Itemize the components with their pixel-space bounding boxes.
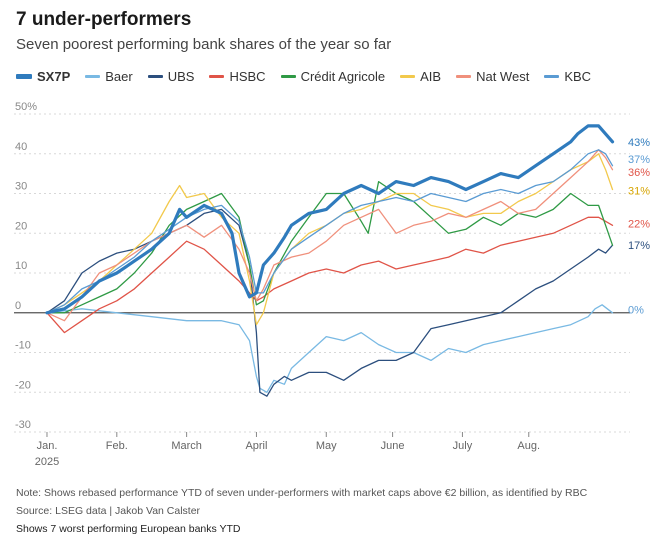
legend-item-aib: AIB <box>400 69 441 84</box>
legend-swatch <box>400 75 416 78</box>
legend-item-ubs: UBS <box>147 69 195 84</box>
y-tick-label: -10 <box>15 340 31 352</box>
x-tick-label: May <box>316 440 337 452</box>
legend-item-hsbc: HSBC <box>209 69 266 84</box>
series-line-hsbc <box>46 216 614 334</box>
x-tick-label: June <box>381 440 405 452</box>
legend-label: Baer <box>105 69 133 84</box>
legend-item-nat-west: Nat West <box>456 69 529 84</box>
legend-swatch <box>16 74 32 79</box>
legend-label: KBC <box>564 69 592 84</box>
legend-swatch <box>544 75 560 78</box>
end-value-label: 36% <box>628 167 650 179</box>
end-value-label: 43% <box>628 137 650 149</box>
legend-label: AIB <box>420 69 442 84</box>
x-tick-sublabel: 2025 <box>35 456 59 468</box>
legend: SX7P Baer UBS HSBC Crédit Agricole AIB Nat Wes… <box>16 69 606 84</box>
line-chart: 50% 40 30 20 10 0 -10 -20 -30 Jan. 2025 Feb. March Ap… <box>14 101 650 468</box>
y-tick-label: 30 <box>15 181 27 193</box>
x-tick-label: Jan. <box>37 440 58 452</box>
legend-item-kbc: KBC <box>544 69 591 84</box>
end-value-label: 0% <box>628 305 644 317</box>
legend-swatch <box>85 75 101 78</box>
series-line-sx7p <box>45 124 615 315</box>
legend-label: HSBC <box>229 69 266 84</box>
legend-swatch <box>456 75 472 78</box>
caption: Shows 7 worst performing European banks … <box>16 523 241 535</box>
chart-title: 7 under-performers <box>16 9 192 30</box>
footnote: Note: Shows rebased performance YTD of s… <box>16 487 588 499</box>
legend-label: SX7P <box>37 69 71 84</box>
series-line-kbc <box>46 149 614 314</box>
end-value-label: 31% <box>628 185 650 197</box>
series-line-baer <box>46 304 614 393</box>
legend-label: Crédit Agricole <box>300 69 386 84</box>
legend-swatch <box>280 75 296 78</box>
legend-item-cr-dit-agricole: Crédit Agricole <box>280 69 386 84</box>
series-line-cr-dit-agricole <box>46 180 614 314</box>
legend-swatch <box>147 75 163 78</box>
x-tick-label: April <box>245 440 267 452</box>
y-tick-label: -20 <box>15 379 31 391</box>
x-tick-label: March <box>171 440 202 452</box>
legend-label: Nat West <box>476 69 530 84</box>
legend-swatch <box>209 75 225 78</box>
x-tick-label: Feb. <box>106 440 128 452</box>
source-line: Source: LSEG data | Jakob Van Calster <box>16 505 201 517</box>
y-tick-label: 20 <box>15 220 27 232</box>
y-tick-label: 10 <box>15 260 27 272</box>
legend-label: UBS <box>167 69 195 84</box>
y-tick-label: 40 <box>15 141 27 153</box>
x-tick-label: Aug. <box>517 440 540 452</box>
y-tick-label: 50% <box>15 101 37 113</box>
legend-item-sx7p: SX7P <box>16 69 70 84</box>
series-line-aib <box>46 153 614 326</box>
legend-item-baer: Baer <box>85 69 133 84</box>
end-value-label: 37% <box>628 154 650 166</box>
end-value-label: 17% <box>628 240 650 252</box>
y-tick-label: -30 <box>15 419 31 431</box>
x-tick-label: July <box>453 440 473 452</box>
chart-subtitle: Seven poorest performing bank shares of … <box>16 36 392 53</box>
end-value-label: 22% <box>628 219 650 231</box>
y-tick-label: 0 <box>15 300 21 312</box>
